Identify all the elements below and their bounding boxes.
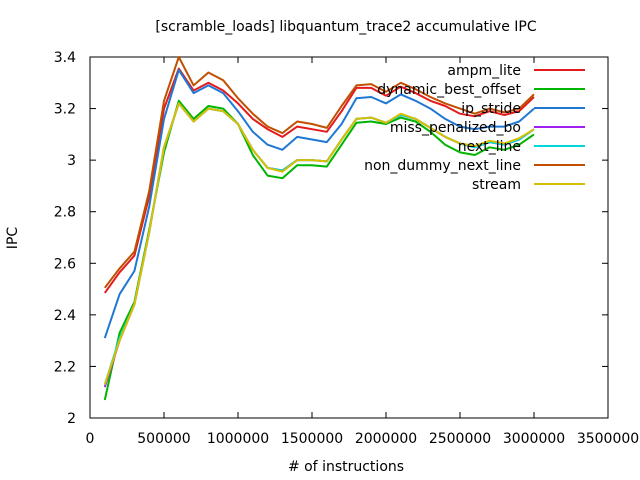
series-line-ip-stride [103,68,535,339]
plot-frame [89,56,609,419]
y-tick-label: 2.6 [54,256,76,272]
legend-label: next_line [458,139,521,155]
y-axis-ticks: 2 2.2 2.4 2.6 2.8 3 3.2 3.4 [54,50,608,427]
y-tick-label: 3.2 [54,102,76,118]
legend-label: non_dummy_next_line [364,158,521,174]
x-axis-ticks: 0 500000 1000000 1500000 2000000 2500000 30000… [86,57,639,447]
y-tick-label: 3.4 [54,50,76,66]
x-tick-label: 0 [86,431,95,447]
series-lines [103,56,535,401]
series-line-non-dummy-next-line [104,56,535,289]
series-line-stream [103,102,535,385]
y-tick-label: 2.2 [54,359,76,375]
y-tick-label: 2.8 [54,205,76,221]
plot-border [89,56,609,419]
x-axis-label: # of instructions [288,459,404,475]
x-tick-label: 3500000 [577,431,639,447]
legend-label: stream [472,177,521,193]
legend-label: ip_stride [461,101,521,117]
y-tick-label: 2.4 [54,308,76,324]
chart-title: [scramble_loads] libquantum_trace2 accum… [155,19,536,35]
x-tick-label: 1000000 [207,431,269,447]
y-tick-label: 3 [67,153,76,169]
y-axis-label: IPC [5,227,21,250]
x-tick-label: 500000 [137,431,190,447]
legend-label: ampm_lite [447,63,521,79]
legend-label: miss_penalized_bo [390,120,521,136]
legend-label: dynamic_best_offset [377,82,521,98]
x-tick-label: 3000000 [503,431,565,447]
y-tick-label: 2 [67,411,76,427]
x-tick-label: 1500000 [281,431,343,447]
x-tick-label: 2500000 [429,431,491,447]
x-tick-label: 2000000 [355,431,417,447]
legend: ampm_lite dynamic_best_offset ip_stridemis… [364,63,585,193]
